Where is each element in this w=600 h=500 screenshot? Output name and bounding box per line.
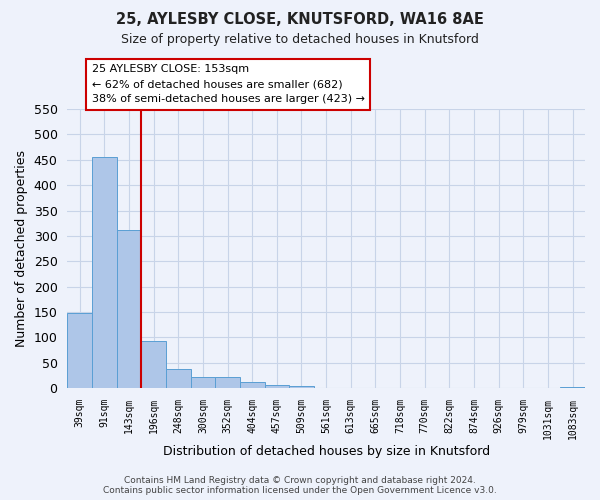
Bar (265, 385, 289, 388)
Text: Contains HM Land Registry data © Crown copyright and database right 2024.: Contains HM Land Registry data © Crown c… (124, 476, 476, 485)
Bar (191, 378, 215, 388)
Bar (289, 386, 314, 388)
Bar (116, 230, 141, 388)
Text: 25, AYLESBY CLOSE, KNUTSFORD, WA16 8AE: 25, AYLESBY CLOSE, KNUTSFORD, WA16 8AE (116, 12, 484, 28)
X-axis label: Distribution of detached houses by size in Knutsford: Distribution of detached houses by size … (163, 444, 490, 458)
Bar (240, 382, 265, 388)
Text: Contains public sector information licensed under the Open Government Licence v3: Contains public sector information licen… (103, 486, 497, 495)
Bar (67, 313, 92, 388)
Y-axis label: Number of detached properties: Number of detached properties (15, 150, 28, 347)
Text: 25 AYLESBY CLOSE: 153sqm
← 62% of detached houses are smaller (682)
38% of semi-: 25 AYLESBY CLOSE: 153sqm ← 62% of detach… (92, 64, 365, 104)
Bar (166, 370, 191, 388)
Text: Size of property relative to detached houses in Knutsford: Size of property relative to detached ho… (121, 32, 479, 46)
Bar (92, 158, 116, 388)
Bar (215, 377, 240, 388)
Bar (560, 386, 585, 388)
Bar (141, 341, 166, 388)
